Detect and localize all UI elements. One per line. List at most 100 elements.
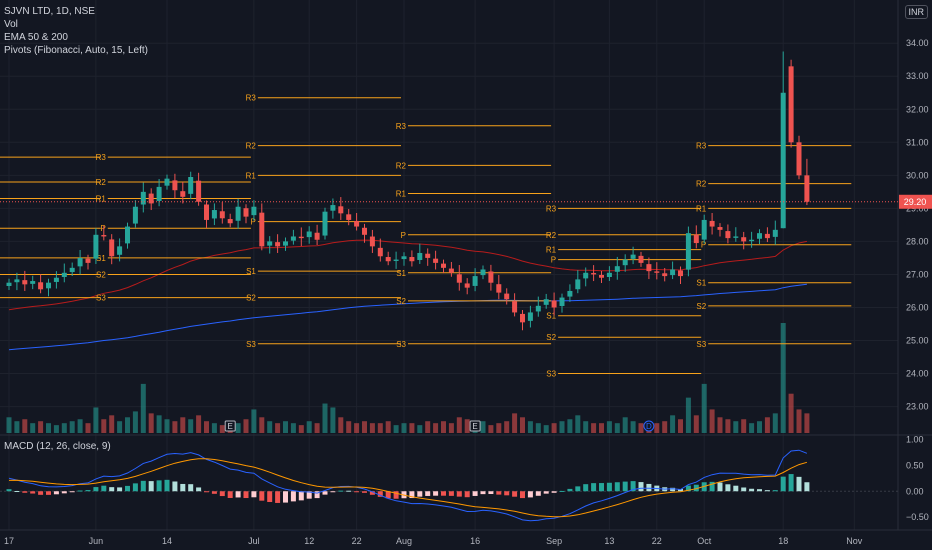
earnings-marker — [224, 420, 236, 432]
earnings-marker — [469, 420, 481, 432]
macd-axis-label: 0.50 — [906, 460, 924, 470]
volume-bar — [496, 423, 502, 433]
volume-bar — [638, 423, 644, 433]
macd-histogram-bar — [504, 491, 510, 496]
candle-body — [480, 269, 486, 276]
candle-body — [30, 281, 36, 284]
macd-histogram-bar — [433, 491, 439, 496]
macd-histogram-bar — [393, 491, 399, 499]
macd-histogram-bar — [101, 485, 107, 492]
candle-body — [53, 277, 59, 282]
volume-bar — [211, 423, 217, 433]
pivot-level-label: R1 — [246, 171, 257, 180]
pivot-level-label: S1 — [246, 267, 256, 276]
volume-bar — [788, 393, 794, 433]
macd-histogram-bar — [38, 491, 44, 495]
time-axis-label: 14 — [162, 536, 172, 546]
candle-body — [148, 193, 154, 204]
macd-histogram-bar — [235, 491, 241, 498]
pivot-level-label: R3 — [246, 94, 257, 103]
candle-body — [709, 220, 715, 227]
time-axis-label: Nov — [846, 536, 863, 546]
macd-histogram-bar — [804, 482, 810, 492]
macd-histogram-bar — [717, 482, 723, 492]
macd-histogram-bar — [448, 491, 454, 496]
pivot-level-label: R1 — [696, 204, 707, 213]
price-axis-label: 26.00 — [906, 302, 929, 312]
macd-histogram-bar — [180, 483, 186, 492]
volume-bar — [330, 407, 336, 433]
volume-bar — [614, 423, 620, 433]
ema-legend[interactable]: EMA 50 & 200 — [4, 32, 68, 43]
earnings-marker-label: E — [228, 422, 233, 431]
candle-body — [725, 231, 731, 239]
pivots-legend[interactable]: Pivots (Fibonacci, Auto, 15, Left) — [4, 45, 148, 56]
symbol-title[interactable]: SJVN LTD, 1D, NSE — [4, 6, 95, 17]
pivot-level-label: R3 — [96, 153, 107, 162]
macd-histogram-bar — [227, 491, 233, 498]
volume-bar — [764, 417, 770, 433]
macd-histogram-bar — [757, 489, 762, 492]
volume-bar — [757, 421, 762, 433]
macd-legend[interactable]: MACD (12, 26, close, 9) — [4, 441, 111, 452]
volume-bar — [678, 419, 683, 433]
macd-histogram-bar — [156, 480, 162, 492]
volume-bar — [543, 425, 549, 433]
macd-histogram-bar — [164, 479, 170, 492]
volume-bar — [290, 423, 296, 433]
volume-bar — [369, 423, 375, 433]
candle-body — [314, 232, 320, 240]
pivot-level-label: P — [551, 256, 556, 265]
pivot-level-label: S2 — [396, 297, 406, 306]
volume-bar — [267, 421, 273, 433]
pivot-level-label: S3 — [246, 340, 256, 349]
time-axis-label: Aug — [396, 536, 412, 546]
volume-legend[interactable]: Vol — [4, 19, 18, 30]
candle-body — [330, 205, 336, 211]
volume-bar — [535, 423, 541, 433]
volume-bar — [125, 417, 130, 433]
pivot-level-label: P — [401, 231, 406, 240]
macd-histogram-bar — [338, 490, 344, 492]
volume-bar — [796, 409, 802, 433]
macd-histogram-bar — [322, 491, 328, 495]
macd-histogram-bar — [259, 491, 265, 501]
macd-histogram-bar — [591, 483, 597, 492]
candle-body — [283, 241, 288, 246]
volume-bar — [433, 423, 439, 433]
candle-body — [788, 66, 794, 143]
currency-badge[interactable]: INR — [904, 5, 928, 19]
candle-body — [338, 206, 344, 214]
macd-histogram-bar — [480, 491, 486, 495]
macd-histogram-bar — [14, 491, 20, 493]
volume-bar — [567, 419, 573, 433]
volume-bar — [512, 413, 518, 433]
signal-line — [8, 458, 808, 518]
pivot-level-label: R2 — [396, 161, 407, 170]
macd-histogram-bar — [117, 487, 123, 492]
candle-body — [543, 299, 549, 305]
candle-body — [535, 305, 541, 312]
candle-body — [306, 231, 312, 238]
volume-bar — [741, 419, 747, 433]
macd-line — [8, 449, 808, 522]
volume-bar — [354, 423, 360, 433]
candle-body — [717, 227, 723, 230]
candle-body — [559, 297, 565, 306]
volume-bar — [46, 423, 51, 433]
macd-histogram-bar — [456, 491, 462, 497]
candle-body — [14, 279, 20, 283]
macd-histogram-bar — [46, 491, 51, 495]
macd-histogram-bar — [464, 491, 470, 498]
macd-histogram-bar — [283, 491, 288, 503]
candle-body — [385, 257, 391, 262]
macd-histogram-bar — [188, 484, 194, 492]
last-price-tag — [899, 194, 932, 209]
candle-body — [527, 312, 533, 321]
pivot-level-label: R2 — [696, 180, 707, 189]
candle-body — [693, 234, 699, 244]
price-axis-label: 24.00 — [906, 369, 929, 379]
last-price-value: 29.20 — [904, 197, 927, 207]
macd-histogram-bar — [385, 491, 391, 499]
